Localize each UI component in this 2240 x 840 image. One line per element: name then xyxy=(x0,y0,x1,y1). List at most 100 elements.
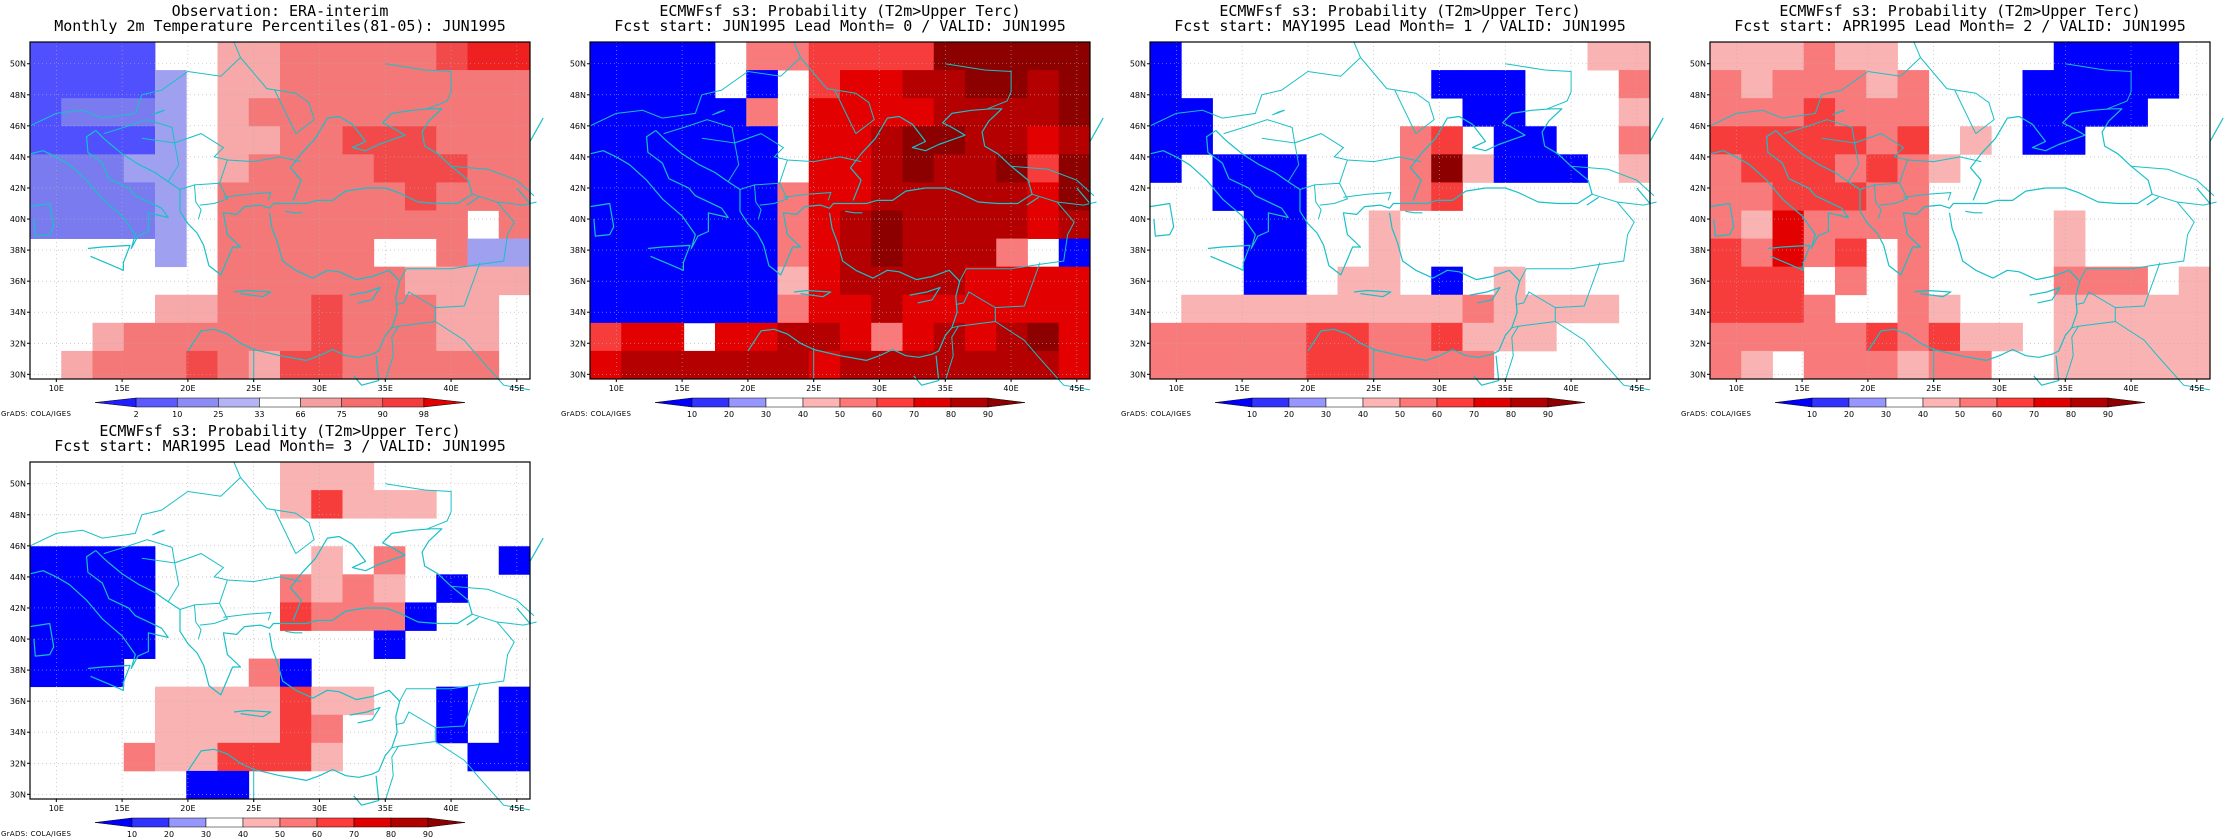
lake xyxy=(285,210,303,214)
colorbar-label: 80 xyxy=(2066,410,2076,419)
grid-cell xyxy=(1741,294,1773,324)
coastline xyxy=(1775,130,1997,276)
grid-cell xyxy=(746,42,778,71)
grid-cell xyxy=(123,350,156,380)
grid-cell xyxy=(92,350,125,380)
grid-cell xyxy=(808,154,841,183)
grid-cell xyxy=(217,210,250,239)
grid-cell xyxy=(715,182,747,211)
grid-cell xyxy=(498,210,531,239)
grid-cell xyxy=(155,154,187,183)
colorbar-swatch xyxy=(423,397,466,408)
grads-credit: GrADS: COLA/IGES xyxy=(1121,410,1192,418)
map-frame xyxy=(1149,41,1651,380)
grid-cell xyxy=(2178,294,2211,324)
border xyxy=(194,602,229,626)
grid-cell xyxy=(1275,294,1307,324)
grid-cell xyxy=(498,714,531,744)
grid-cell xyxy=(1431,70,1463,99)
grid-cell xyxy=(2022,98,2055,127)
y-tick-label: 40N xyxy=(1130,215,1146,224)
colorbar-swatch xyxy=(353,817,392,828)
y-tick-label: 38N xyxy=(10,246,26,255)
grid-cell xyxy=(405,350,437,380)
grid-cell xyxy=(840,182,872,211)
border xyxy=(800,57,875,134)
x-tick-label: 30E xyxy=(872,384,887,393)
grid-cell xyxy=(840,70,872,99)
y-tick-label: 50N xyxy=(570,60,586,69)
grid-cell xyxy=(1897,98,1930,127)
y-tick-label: 40N xyxy=(10,635,26,644)
grid-cell xyxy=(2147,70,2180,99)
grid-cell xyxy=(1431,154,1463,183)
grid-cell xyxy=(2053,350,2086,380)
grid-cell xyxy=(1803,154,1836,183)
lake xyxy=(285,630,303,634)
grid-cell xyxy=(652,238,685,268)
border xyxy=(399,193,515,282)
border xyxy=(29,461,242,547)
grid-cell xyxy=(30,602,62,631)
colorbar-swatch xyxy=(2070,397,2109,408)
grid-cell xyxy=(30,70,62,99)
grid-cell xyxy=(1741,154,1773,183)
coastline xyxy=(647,244,691,271)
grid-cell xyxy=(311,574,343,603)
grid-cell xyxy=(1337,322,1370,352)
colorbar-label: 80 xyxy=(386,830,396,839)
grid-cell xyxy=(30,98,62,127)
panel-title-line1: ECMWFsf s3: Probability (T2m>Upper Terc) xyxy=(99,422,461,440)
grid-cell xyxy=(217,350,250,380)
border xyxy=(385,63,452,110)
lake xyxy=(466,196,480,206)
borders xyxy=(29,461,537,811)
y-tick-label: 34N xyxy=(1130,308,1146,317)
grid-cell xyxy=(652,350,685,380)
coastline xyxy=(187,632,401,781)
colorbar-swatch xyxy=(1251,397,1290,408)
y-tick-label: 44N xyxy=(570,153,586,162)
border xyxy=(1299,184,1322,220)
grid-cells xyxy=(1150,42,1651,380)
grid-cell xyxy=(2085,322,2117,352)
colorbar-label: 70 xyxy=(1469,410,1479,419)
grid-cell xyxy=(1027,294,1060,324)
grid-cell xyxy=(683,294,716,324)
y-tick-label: 34N xyxy=(10,728,26,737)
grid-cell xyxy=(871,322,903,352)
grid-cell xyxy=(1710,294,1742,324)
grid-cell xyxy=(1212,294,1245,324)
y-tick-label: 44N xyxy=(1690,153,1706,162)
border xyxy=(1505,63,1572,110)
grid-cell xyxy=(1058,350,1091,380)
grid-cell xyxy=(405,42,437,71)
y-tick-label: 46N xyxy=(10,122,26,131)
colorbar-label: 50 xyxy=(275,830,285,839)
grid-cell xyxy=(467,98,500,127)
x-tick-label: 15E xyxy=(114,384,129,393)
border xyxy=(240,477,315,554)
grid-cell xyxy=(1275,154,1307,183)
colorbar-swatch xyxy=(176,397,219,408)
grid-cell xyxy=(1897,210,1930,239)
grid-cell xyxy=(280,350,312,380)
grid-cell xyxy=(155,294,187,324)
coastlines xyxy=(29,108,544,386)
x-tick-label: 45E xyxy=(2189,384,2204,393)
grid-cell xyxy=(840,350,872,380)
grid-cell xyxy=(683,154,716,183)
x-tick-label: 40E xyxy=(1563,384,1578,393)
x-tick-label: 45E xyxy=(1069,384,1084,393)
grads-credit: GrADS: COLA/IGES xyxy=(561,410,632,418)
grid-cell xyxy=(2116,294,2148,324)
grid-cell xyxy=(1058,182,1091,211)
lake xyxy=(152,109,165,116)
map-frame xyxy=(29,41,531,380)
panel-title-line1: ECMWFsf s3: Probability (T2m>Upper Terc) xyxy=(1779,2,2141,20)
x-tick-label: 20E xyxy=(1300,384,1315,393)
grid-cell xyxy=(808,98,841,127)
grid-cell xyxy=(92,70,125,99)
lake xyxy=(1832,109,1845,116)
grid-cell xyxy=(996,126,1028,155)
